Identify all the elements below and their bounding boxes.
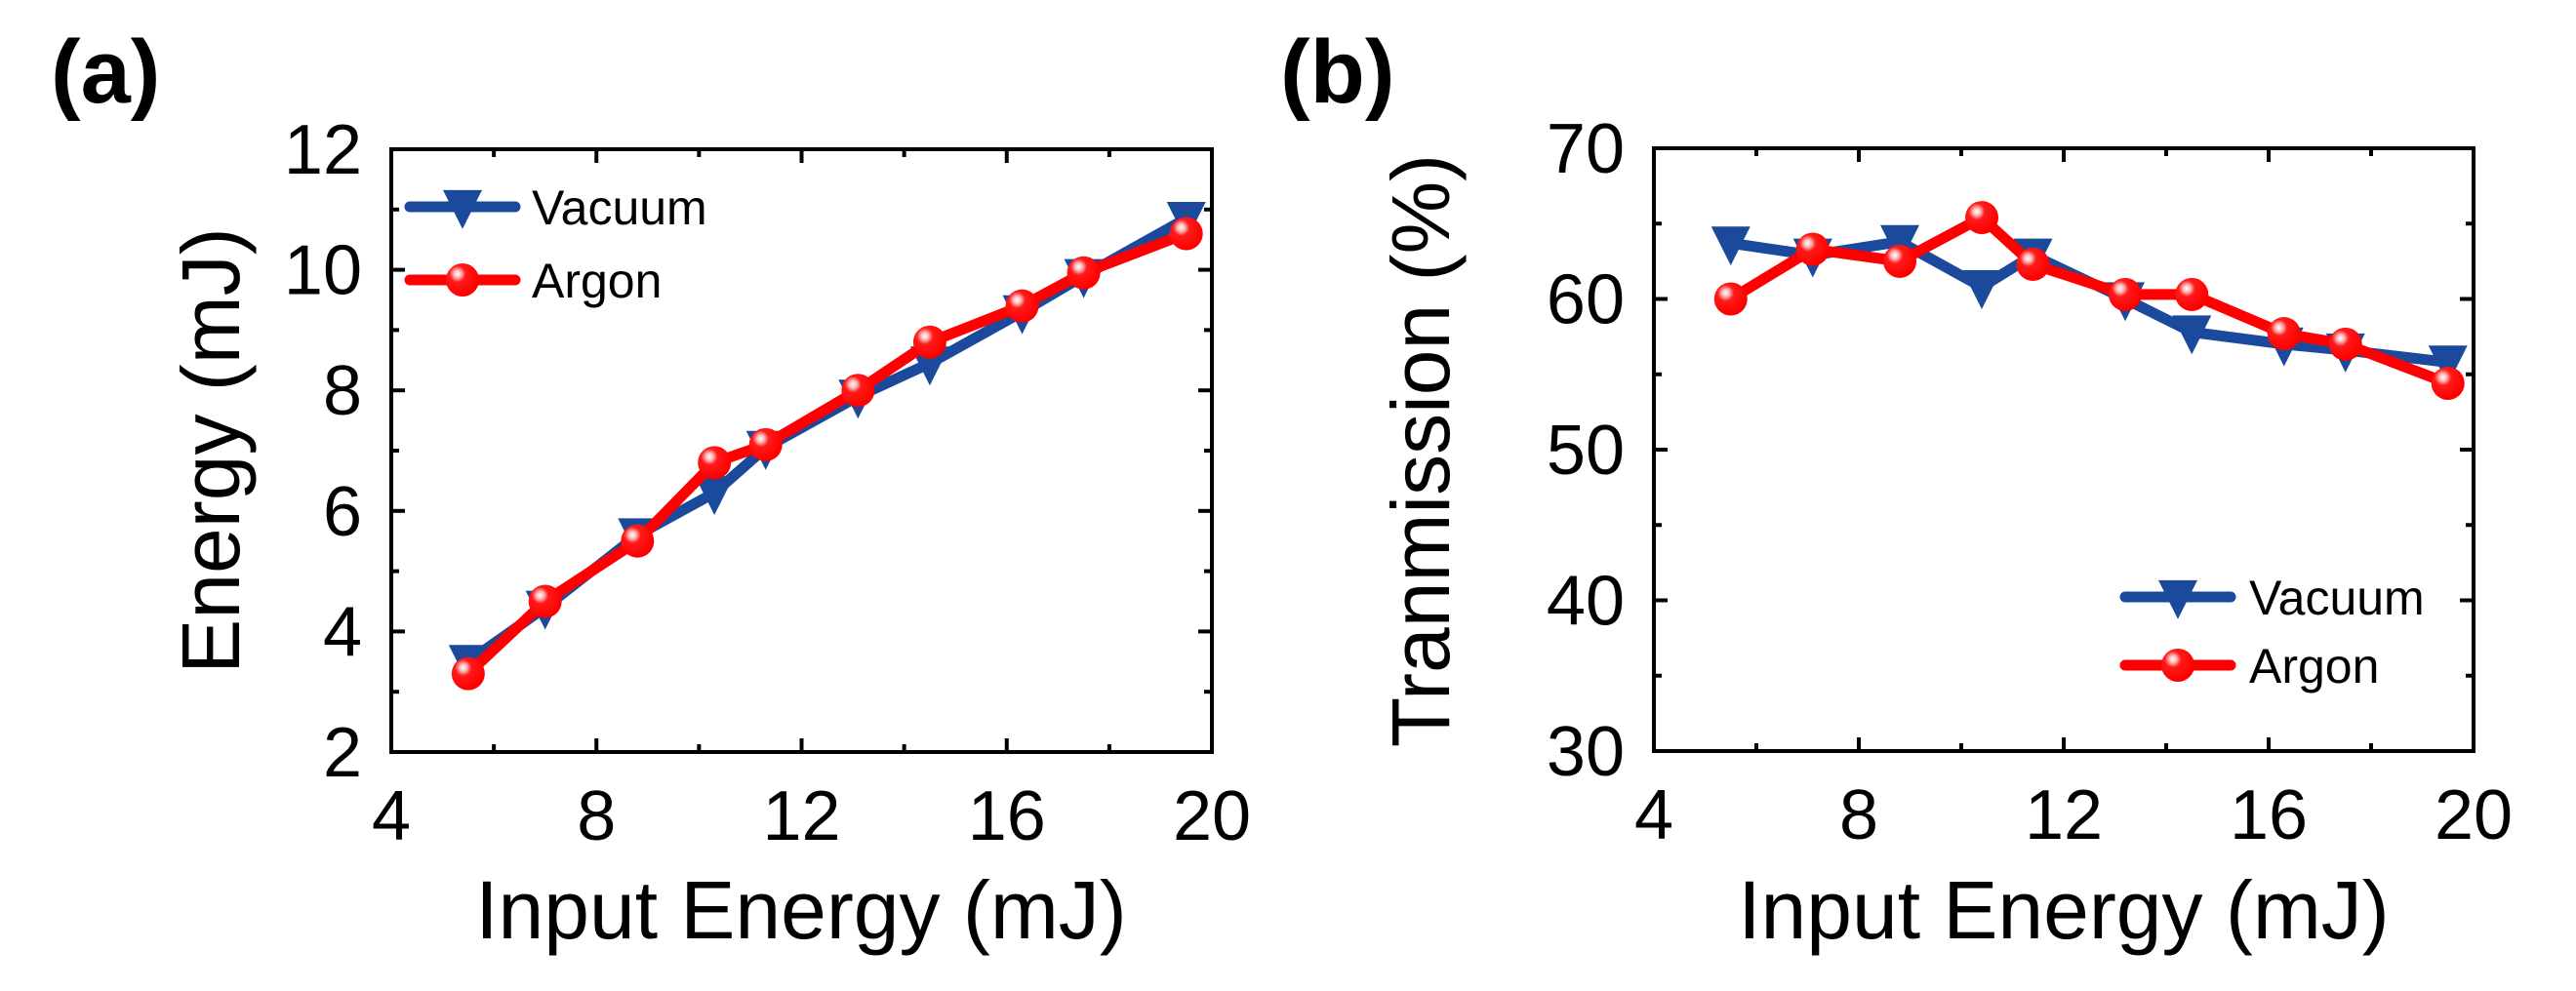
x-tick-label: 8 bbox=[577, 777, 616, 855]
legend-marker-circle-icon bbox=[446, 263, 479, 297]
y-axis-title-b: Tranmission (%) bbox=[1375, 154, 1467, 747]
panel-label-b: (b) bbox=[1280, 22, 1394, 122]
data-point-vacuum bbox=[909, 346, 949, 386]
data-point-vacuum bbox=[1711, 226, 1751, 266]
data-point-argon bbox=[2109, 277, 2142, 311]
plot-frame-a bbox=[389, 147, 1214, 754]
data-point-argon bbox=[451, 656, 485, 691]
x-tick-label: 16 bbox=[2230, 776, 2308, 854]
series-line-argon bbox=[463, 228, 1192, 680]
data-point-argon bbox=[912, 325, 946, 359]
legend-b: Vacuum Argon bbox=[2119, 571, 2425, 694]
data-point-argon bbox=[1005, 289, 1039, 323]
data-point-argon bbox=[1965, 201, 1998, 235]
legend-item-vacuum: Vacuum bbox=[2119, 571, 2425, 625]
series-argon-a bbox=[451, 217, 1203, 691]
data-point-vacuum bbox=[1880, 224, 1919, 264]
data-point-vacuum bbox=[1962, 270, 2001, 309]
data-point-argon bbox=[698, 446, 732, 480]
data-point-argon bbox=[1713, 282, 1748, 316]
data-point-argon bbox=[2175, 277, 2209, 311]
x-tick-label: 12 bbox=[2025, 776, 2103, 854]
data-point-argon bbox=[1169, 217, 1203, 251]
plot-area-b: 4 8 12 16 20 30 40 50 60 70 Vacuum Argon bbox=[1547, 110, 2513, 854]
data-point-argon bbox=[528, 584, 562, 618]
data-point-argon bbox=[2431, 367, 2465, 401]
y-tick-label: 12 bbox=[284, 111, 362, 189]
data-point-vacuum bbox=[2172, 315, 2212, 355]
data-point-argon bbox=[841, 374, 875, 408]
x-tick-label: 16 bbox=[968, 777, 1046, 855]
legend-label-vacuum: Vacuum bbox=[532, 180, 707, 235]
legend-label-argon: Argon bbox=[2249, 639, 2379, 694]
y-tick-label: 40 bbox=[1547, 563, 1625, 641]
data-point-argon bbox=[748, 427, 783, 461]
legend-a: Vacuum Argon bbox=[404, 180, 707, 308]
data-point-argon bbox=[1067, 256, 1101, 290]
data-point-vacuum bbox=[695, 476, 735, 516]
y-axis-title-a: Energy (mJ) bbox=[165, 227, 257, 673]
y-tick-label: 10 bbox=[284, 232, 362, 310]
series-line-argon bbox=[1725, 212, 2454, 389]
x-tick-label: 20 bbox=[2435, 776, 2513, 854]
x-tick-label: 12 bbox=[762, 777, 840, 855]
panel-b: (b) Tranmission (%) Input Energy (mJ) 4 8… bbox=[1280, 22, 2513, 956]
x-tick-label: 4 bbox=[1634, 776, 1673, 854]
y-tick-label: 30 bbox=[1547, 713, 1625, 791]
data-point-argon bbox=[2328, 327, 2362, 361]
panel-label-a: (a) bbox=[51, 22, 160, 122]
y-tick-label: 60 bbox=[1547, 261, 1625, 339]
y-tick-label: 2 bbox=[323, 714, 362, 792]
legend-marker-triangle-icon bbox=[2158, 579, 2197, 619]
data-point-argon bbox=[2267, 317, 2301, 351]
y-tick-label: 70 bbox=[1547, 110, 1625, 188]
legend-item-vacuum: Vacuum bbox=[404, 180, 707, 235]
panel-a: (a) Energy (mJ) Input Energy (mJ) 4 8 12 16… bbox=[51, 22, 1251, 956]
legend-label-vacuum: Vacuum bbox=[2249, 571, 2425, 625]
y-tick-label: 8 bbox=[323, 352, 362, 430]
legend-marker-circle-icon bbox=[2161, 649, 2194, 682]
data-point-argon bbox=[2016, 247, 2050, 281]
x-axis-title-b: Input Energy (mJ) bbox=[1738, 864, 2390, 956]
legend-item-argon: Argon bbox=[2119, 639, 2379, 694]
y-tick-label: 4 bbox=[323, 593, 362, 671]
legend-item-argon: Argon bbox=[404, 254, 662, 308]
x-axis-title-a: Input Energy (mJ) bbox=[475, 864, 1127, 956]
y-tick-label: 50 bbox=[1547, 412, 1625, 490]
data-point-vacuum bbox=[2428, 345, 2468, 385]
series-argon-b bbox=[1713, 201, 2465, 401]
data-point-argon bbox=[1795, 232, 1830, 266]
data-point-argon bbox=[1883, 244, 1916, 278]
x-tick-label: 20 bbox=[1173, 777, 1251, 855]
x-tick-label: 4 bbox=[372, 777, 411, 855]
y-tick-label: 6 bbox=[323, 473, 362, 551]
data-point-argon bbox=[621, 524, 655, 558]
x-tick-label: 8 bbox=[1839, 776, 1878, 854]
legend-label-argon: Argon bbox=[532, 254, 662, 308]
legend-marker-triangle-icon bbox=[443, 189, 482, 229]
